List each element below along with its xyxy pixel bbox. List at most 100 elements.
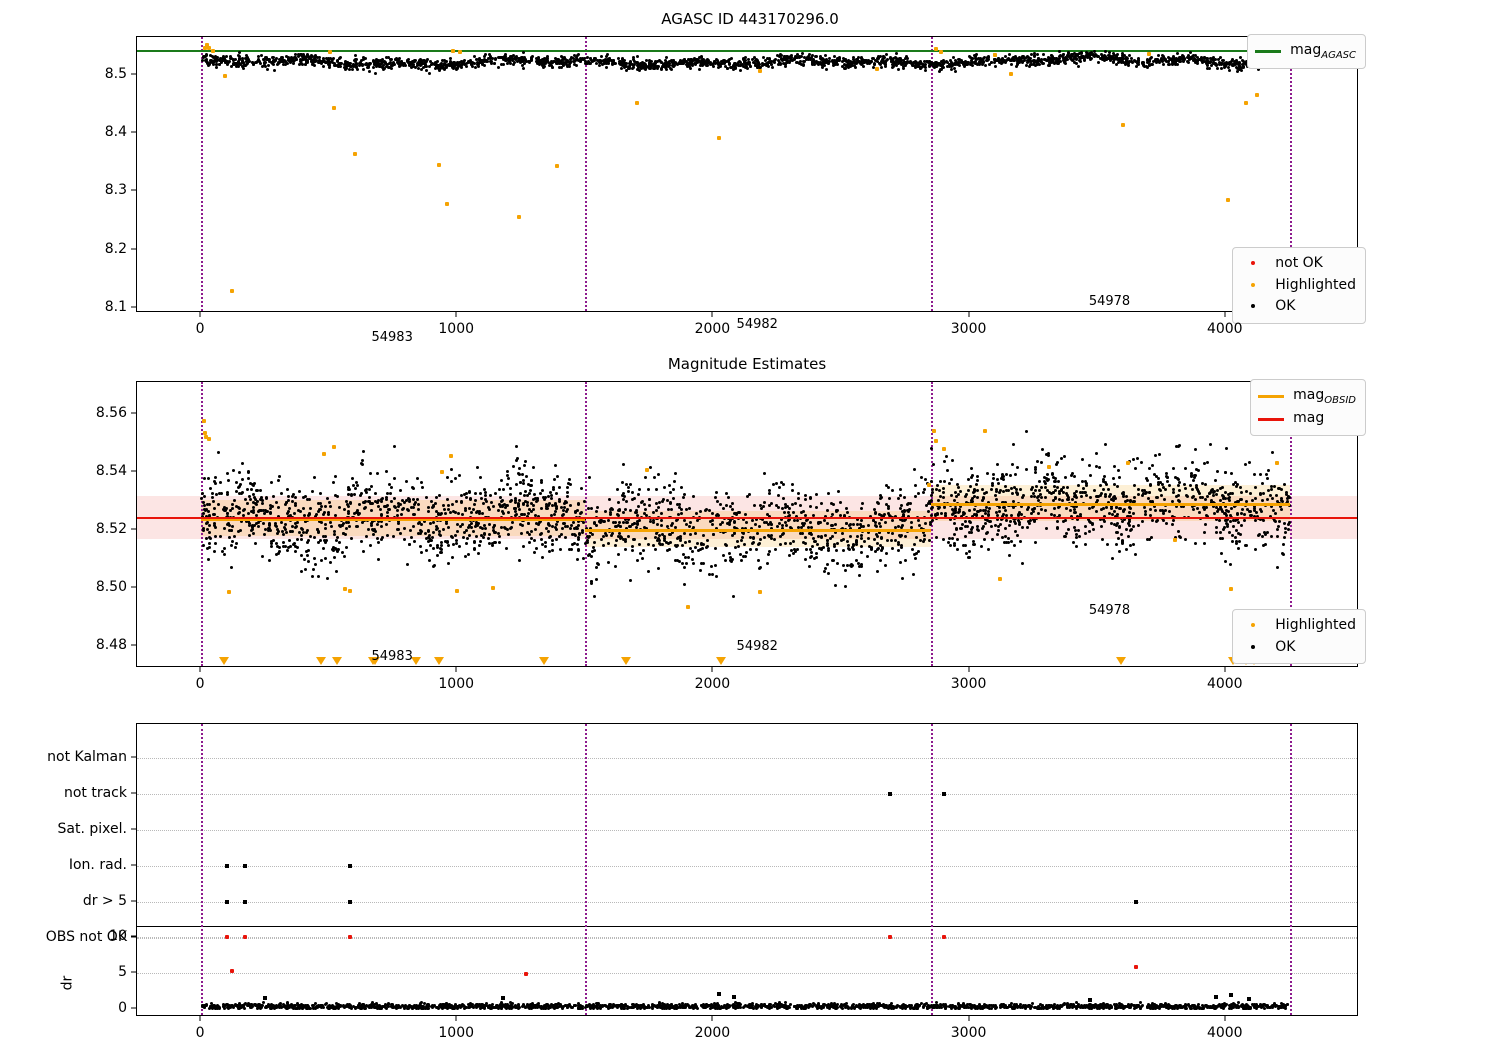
- data-point-ok: [790, 488, 794, 492]
- data-point-ok: [1003, 59, 1007, 63]
- data-point-ok: [554, 464, 558, 468]
- data-point-ok: [1071, 540, 1075, 544]
- data-point-ok: [1032, 54, 1036, 58]
- data-point-ok: [968, 549, 972, 553]
- data-point-ok: [1003, 534, 1007, 538]
- data-point-ok: [511, 59, 515, 63]
- data-point-ok: [898, 58, 902, 62]
- data-point-ok: [734, 66, 738, 70]
- data-point-ok: [301, 63, 305, 67]
- data-point-ok: [1204, 497, 1208, 501]
- data-point-ok: [298, 57, 302, 61]
- data-point-ok: [1203, 482, 1207, 486]
- data-point-ok: [313, 56, 317, 60]
- data-point-ok: [385, 55, 389, 59]
- data-point-ok: [385, 64, 389, 68]
- data-point-ok: [543, 64, 547, 68]
- data-point-ok: [816, 62, 820, 66]
- data-point-ok: [775, 481, 779, 485]
- data-point-ok: [220, 59, 224, 63]
- data-point-ok: [688, 532, 692, 536]
- data-point-ok: [214, 493, 218, 497]
- data-point-ok: [1141, 62, 1145, 66]
- data-point-ok: [1235, 70, 1239, 74]
- data-point-ok: [1227, 62, 1231, 66]
- data-point-ok: [377, 61, 381, 65]
- data-point-ok: [1031, 485, 1035, 489]
- data-point-ok: [887, 513, 891, 517]
- data-point-ok: [916, 62, 920, 66]
- data-point-ok: [857, 561, 861, 565]
- data-point-ok: [816, 542, 820, 546]
- data-point-ok: [321, 56, 325, 60]
- data-point-ok: [1224, 62, 1228, 66]
- data-point-ok: [785, 59, 789, 63]
- data-point-ok: [845, 510, 849, 514]
- data-point-ok: [968, 484, 972, 488]
- data-point-ok: [623, 548, 627, 552]
- data-point-ok: [638, 61, 642, 65]
- data-point-ok: [319, 61, 323, 65]
- data-point-ok: [667, 483, 671, 487]
- data-point-ok: [1077, 55, 1081, 59]
- data-point-ok: [516, 59, 520, 63]
- data-point-ok: [291, 57, 295, 61]
- data-point-ok: [1114, 53, 1118, 57]
- data-point-ok: [318, 508, 322, 512]
- data-point-ok: [808, 564, 812, 568]
- data-point-ok: [547, 60, 551, 64]
- data-point-ok: [202, 503, 206, 507]
- data-point-ok: [949, 478, 953, 481]
- data-point-ok: [836, 561, 840, 565]
- data-point-ok: [327, 56, 330, 60]
- data-point-highlighted: [757, 68, 762, 73]
- data-point-ok: [439, 65, 443, 69]
- data-point-ok: [742, 554, 746, 558]
- data-point-ok: [610, 531, 614, 535]
- data-point-ok: [313, 476, 317, 480]
- data-point-ok: [844, 568, 848, 572]
- data-point-ok: [257, 57, 261, 61]
- data-point-ok: [1144, 65, 1148, 69]
- data-point-ok: [238, 62, 242, 66]
- data-point-ok: [1108, 50, 1112, 54]
- data-point-ok: [1196, 56, 1200, 60]
- data-point-ok: [506, 477, 510, 481]
- data-point-ok: [544, 57, 548, 61]
- data-point-ok: [335, 536, 339, 540]
- data-point-ok: [940, 64, 944, 68]
- data-point-ok: [1237, 64, 1241, 68]
- y-tick-label: 8.4: [104, 124, 127, 141]
- data-point-ok: [536, 56, 540, 60]
- data-point-ok: [1001, 60, 1005, 64]
- data-point-ok: [1128, 60, 1132, 64]
- data-point-ok: [449, 467, 453, 471]
- data-point-ok: [748, 61, 752, 65]
- data-point-ok: [619, 535, 623, 539]
- x-tick-mark: [1224, 312, 1226, 317]
- data-point-ok: [477, 64, 481, 68]
- data-point-ok: [932, 64, 936, 68]
- data-point-ok: [402, 538, 406, 542]
- data-point-highlighted: [1146, 52, 1151, 57]
- data-point-ok: [918, 66, 922, 70]
- data-point-ok: [903, 57, 907, 61]
- data-point-ok: [983, 537, 987, 541]
- data-point-ok: [294, 53, 298, 57]
- data-point-ok: [423, 63, 427, 67]
- data-point-ok: [418, 59, 421, 63]
- data-point-ok: [207, 541, 211, 545]
- data-point-ok: [1033, 52, 1037, 56]
- data-point-ok: [311, 568, 315, 572]
- data-point-ok: [392, 477, 396, 481]
- data-point-ok: [294, 57, 298, 61]
- data-point-ok: [1021, 60, 1025, 64]
- data-point-ok: [506, 483, 510, 487]
- data-point-ok: [451, 65, 455, 69]
- data-point-ok: [464, 495, 468, 499]
- data-point-ok: [230, 57, 234, 61]
- data-point-ok: [665, 68, 669, 72]
- data-point-ok: [232, 58, 236, 62]
- data-point-ok: [1109, 55, 1113, 59]
- data-point-highlighted: [1121, 123, 1126, 128]
